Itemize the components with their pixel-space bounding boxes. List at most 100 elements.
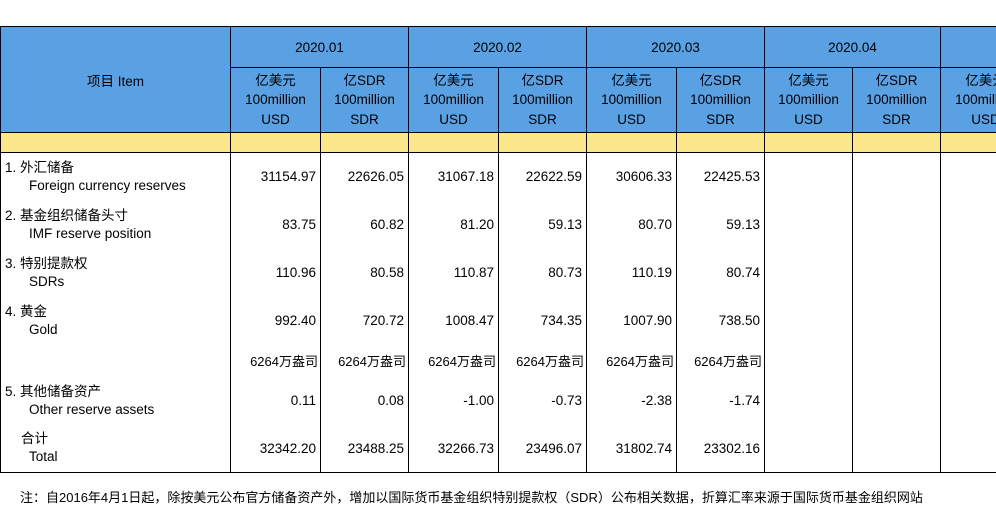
value-cell [764, 344, 853, 377]
value-cell: -2.38 [586, 376, 677, 425]
value-cell [852, 152, 941, 201]
row-label: 5. 其他储备资产 Other reserve assets [0, 376, 231, 425]
value-cell [940, 200, 996, 249]
value-cell: 720.72 [320, 296, 409, 345]
month-header: 2020.04 [764, 26, 941, 68]
value-cell: 81.20 [408, 200, 499, 249]
row-label-en: Total [29, 449, 58, 465]
row-label: 1. 外汇储备 Foreign currency reserves [0, 152, 231, 201]
value-cell: 6264万盎司 [498, 344, 587, 377]
row-label-zh: 3. 特别提款权 [5, 255, 88, 271]
value-cell [940, 424, 996, 473]
row-label: 3. 特别提款权 SDRs [0, 248, 231, 297]
table-row: 5. 其他储备资产 Other reserve assets 0.11 0.08 -1.… [0, 376, 996, 425]
month-header: 2020.02 [408, 26, 587, 68]
value-cell: 1008.47 [408, 296, 499, 345]
value-cell: 22622.59 [498, 152, 587, 201]
value-cell: 22425.53 [676, 152, 765, 201]
unit-header-row: 亿美元 100million USD 亿SDR 100million SDR 亿美元 10… [1, 67, 996, 133]
value-cell: 23302.16 [676, 424, 765, 473]
value-cell [940, 376, 996, 425]
value-cell: 31067.18 [408, 152, 499, 201]
value-cell: -0.73 [498, 376, 587, 425]
value-cell [764, 200, 853, 249]
value-cell: 6264万盎司 [230, 344, 321, 377]
value-cell: 110.87 [408, 248, 499, 297]
value-cell [940, 248, 996, 297]
value-cell: -1.74 [676, 376, 765, 425]
row-label-en: Other reserve assets [29, 401, 155, 417]
value-cell: 0.08 [320, 376, 409, 425]
value-cell: 6264万盎司 [320, 344, 409, 377]
month-header: 2020.03 [586, 26, 765, 68]
value-cell: 1007.90 [586, 296, 677, 345]
value-cell: 59.13 [498, 200, 587, 249]
value-cell: 30606.33 [586, 152, 677, 201]
month-header [940, 26, 996, 68]
row-label: 合计 Total [0, 424, 231, 473]
reserve-assets-table: 项目 Item 2020.01 2020.02 2020.03 2020.04 … [0, 26, 996, 473]
unit-header-sdr: 亿SDR 100million SDR [498, 67, 587, 133]
value-cell [852, 376, 941, 425]
value-cell: 22626.05 [320, 152, 409, 201]
value-cell: 6264万盎司 [586, 344, 677, 377]
row-label-en: Foreign currency reserves [29, 177, 186, 193]
table-row: 4. 黄金 Gold 992.40 720.72 1008.47 734.35 1007.9… [0, 296, 996, 345]
value-cell [764, 152, 853, 201]
value-cell [940, 296, 996, 345]
value-cell: 0.11 [230, 376, 321, 425]
value-cell [940, 152, 996, 201]
table-row: 合计 Total 32342.20 23488.25 32266.73 23496.07 3… [0, 424, 996, 473]
row-label-en: Gold [29, 321, 58, 337]
value-cell: 23496.07 [498, 424, 587, 473]
row-label-zh: 5. 其他储备资产 [5, 383, 102, 399]
value-cell [764, 248, 853, 297]
table-row: 3. 特别提款权 SDRs 110.96 80.58 110.87 80.73 110.19… [0, 248, 996, 297]
row-label: 2. 基金组织储备头寸 IMF reserve position [0, 200, 231, 249]
month-header: 2020.01 [230, 26, 409, 68]
value-cell [852, 248, 941, 297]
value-cell: 734.35 [498, 296, 587, 345]
value-cell [940, 344, 996, 377]
value-cell: -1.00 [408, 376, 499, 425]
value-cell: 31802.74 [586, 424, 677, 473]
value-cell: 32266.73 [408, 424, 499, 473]
value-cell [764, 376, 853, 425]
value-cell: 6264万盎司 [676, 344, 765, 377]
month-header-row: 项目 Item 2020.01 2020.02 2020.03 2020.04 [0, 26, 996, 133]
row-label-zh: 2. 基金组织储备头寸 [5, 207, 129, 223]
value-cell [852, 424, 941, 473]
highlight-spacer-row [0, 132, 996, 153]
value-cell [764, 296, 853, 345]
footnote: 注：自2016年4月1日起，除按美元公布官方储备资产外，增加以国际货币基金组织特… [20, 490, 923, 505]
table-row: 1. 外汇储备 Foreign currency reserves 31154.97… [0, 152, 996, 201]
value-cell: 80.73 [498, 248, 587, 297]
table-row: 6264万盎司 6264万盎司 6264万盎司 6264万盎司 6264万盎司 6264万… [0, 344, 996, 377]
item-column-header: 项目 Item [0, 26, 231, 133]
value-cell: 80.58 [320, 248, 409, 297]
value-cell [764, 424, 853, 473]
unit-header-sdr: 亿SDR 100million SDR [320, 67, 409, 133]
value-cell: 32342.20 [230, 424, 321, 473]
value-cell [852, 344, 941, 377]
value-cell: 80.70 [586, 200, 677, 249]
unit-header-sdr: 亿SDR 100million SDR [676, 67, 765, 133]
value-cell: 83.75 [230, 200, 321, 249]
value-cell: 59.13 [676, 200, 765, 249]
value-cell: 80.74 [676, 248, 765, 297]
row-label [0, 344, 231, 377]
value-cell: 110.96 [230, 248, 321, 297]
row-label: 4. 黄金 Gold [0, 296, 231, 345]
row-label-en: IMF reserve position [29, 225, 152, 241]
value-cell: 60.82 [320, 200, 409, 249]
row-label-en: SDRs [29, 273, 65, 289]
row-label-zh: 合计 [21, 431, 48, 447]
table-row: 2. 基金组织储备头寸 IMF reserve position 83.75 60.8… [0, 200, 996, 249]
value-cell: 31154.97 [230, 152, 321, 201]
